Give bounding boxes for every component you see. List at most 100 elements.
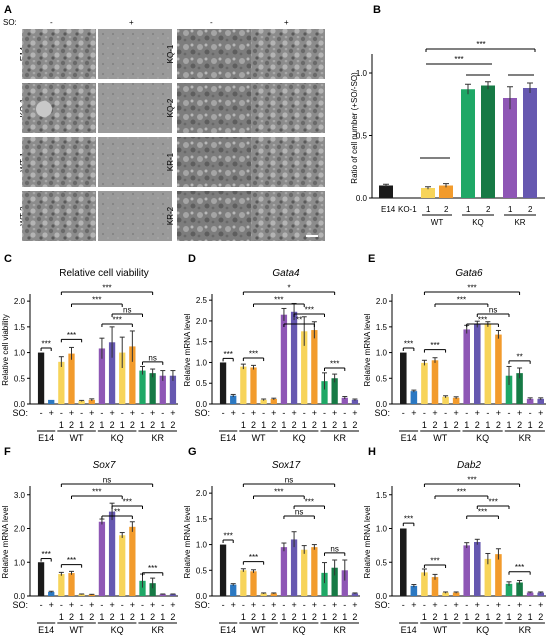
bar-5 — [452, 397, 460, 404]
bar-3 — [68, 353, 75, 404]
so-sign: + — [49, 408, 54, 418]
replicate-number: 1 — [443, 612, 448, 622]
y-tick-label: 2.0 — [376, 297, 388, 306]
y-tick-label: 2.5 — [196, 296, 208, 305]
replicate-number: 1 — [99, 612, 104, 622]
replicate-number: 2 — [89, 612, 94, 622]
so-sign: + — [496, 408, 501, 418]
micrograph-kq-1-plus — [251, 29, 325, 79]
replicate-number: 2 — [454, 612, 459, 622]
y-tick-label: 0.0 — [376, 592, 388, 601]
replicate-number: 2 — [150, 612, 155, 622]
replicate-number: 1 — [506, 612, 511, 622]
bar-1 — [48, 399, 55, 404]
group-label-kq: KQ — [111, 433, 124, 443]
y-tick-label: 2.0 — [196, 317, 208, 326]
group-label-kr: KR — [514, 218, 525, 227]
replicate-number: 2 — [538, 420, 543, 430]
so-sign: + — [271, 408, 276, 418]
so-sign: + — [517, 408, 522, 418]
replicate-number: 1 — [464, 420, 469, 430]
y-tick-label: 1.5 — [196, 515, 208, 524]
significance-label: *** — [41, 340, 50, 349]
micrograph-e14-plus — [98, 29, 172, 79]
so-sign: - — [343, 408, 346, 418]
panel-title: Gata4 — [272, 268, 300, 279]
panel-letter-f: F — [4, 446, 11, 458]
significance-label: ** — [296, 316, 302, 325]
panel-letter-e: E — [368, 253, 375, 265]
bar-5 — [452, 592, 460, 596]
bar-11 — [149, 373, 156, 404]
y-axis-label: Relative mRNA level — [363, 313, 372, 386]
bar-13 — [169, 375, 177, 404]
y-tick-label: 0.5 — [376, 558, 388, 567]
bar-4 — [260, 593, 267, 596]
y-tick-label: 2.0 — [14, 525, 26, 534]
significance-label: *** — [102, 284, 111, 293]
replicate-number: 2 — [517, 420, 522, 430]
so-sign: + — [496, 600, 501, 610]
panel-a-so-label-left: SO: — [3, 18, 17, 27]
group-label-kq: KQ — [293, 625, 306, 635]
so-sign: + — [69, 600, 74, 610]
significance-label: * — [287, 284, 290, 293]
bar-10 — [505, 583, 513, 596]
significance-label: *** — [67, 331, 76, 340]
bar-5 — [270, 593, 277, 596]
so-sign: + — [538, 600, 543, 610]
significance-label: *** — [305, 306, 314, 315]
replicate-number: 2 — [170, 420, 175, 430]
so-sign: - — [141, 408, 144, 418]
y-tick-label: 0.0 — [14, 592, 26, 601]
replicate-number: 1 — [302, 420, 307, 430]
replicate-number: 2 — [271, 420, 276, 430]
significance-label: *** — [476, 40, 485, 49]
so-sign: + — [454, 408, 459, 418]
so-sign: + — [411, 600, 416, 610]
bar-10 — [321, 572, 328, 596]
micrograph-kr-2-minus — [177, 191, 251, 241]
replicate-number: 1 — [422, 420, 427, 430]
so-sign: - — [161, 408, 164, 418]
bar-4 — [78, 400, 85, 404]
group-label-kr: KR — [333, 433, 346, 443]
significance-label: *** — [478, 316, 487, 325]
panel-a-row-label-kq-1: KQ-1 — [166, 44, 175, 63]
y-axis-label: Ratio of cell number (+SO/-SO) — [350, 72, 359, 184]
micrograph-kr-1-plus — [251, 137, 325, 187]
panel-title: Gata6 — [455, 268, 483, 279]
replicate-number: 2 — [130, 420, 135, 430]
bar-12 — [526, 592, 534, 596]
bar-12 — [526, 398, 534, 404]
group-label-wt: WT — [252, 625, 266, 635]
x-label-ko1: KO-1 — [398, 205, 417, 214]
significance-label: *** — [478, 508, 487, 517]
replicate-number: 2 — [454, 420, 459, 430]
panel-c-chart: Relative cell viability 0.0 0.5 1.0 1.5 2.0 Re… — [1, 268, 178, 443]
replicate-number: 2 — [89, 420, 94, 430]
so-sign: + — [475, 408, 480, 418]
y-tick-label: 1.0 — [376, 349, 388, 358]
bar-5 — [88, 594, 95, 596]
bar-7 — [474, 324, 481, 404]
bar-7 — [523, 88, 537, 198]
replicate-number: 1 — [281, 612, 286, 622]
replicate-number: 2 — [292, 420, 297, 430]
group-label-wt: WT — [433, 625, 447, 635]
replicate-number: 1 — [120, 420, 125, 430]
significance-label: ns — [489, 306, 497, 315]
so-sign: - — [444, 600, 447, 610]
significance-label: *** — [454, 55, 463, 64]
replicate-number: 1 — [528, 420, 533, 430]
bar-6 — [98, 521, 106, 596]
so-sign: - — [161, 600, 164, 610]
bar-5 — [481, 85, 495, 198]
bar-3 — [68, 573, 75, 596]
so-sign: + — [69, 408, 74, 418]
replicate-number: 2 — [292, 612, 297, 622]
bar-1 — [410, 585, 418, 596]
bar-13 — [537, 398, 544, 404]
significance-label: *** — [457, 488, 466, 497]
